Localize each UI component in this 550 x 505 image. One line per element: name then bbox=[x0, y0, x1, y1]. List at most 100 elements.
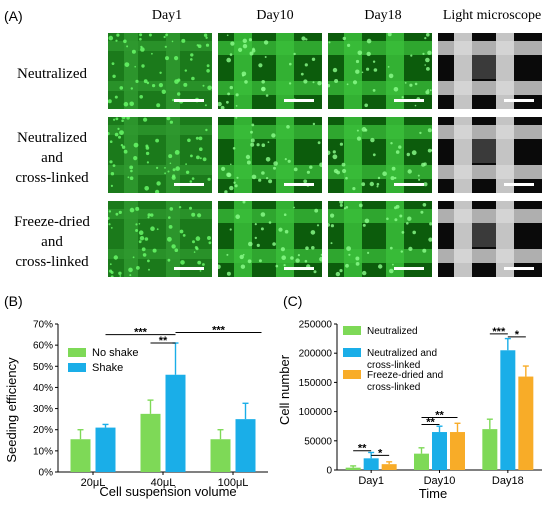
panel-c-label: (C) bbox=[283, 293, 302, 309]
cell-dot bbox=[248, 241, 253, 247]
row-label-line: and bbox=[41, 150, 63, 166]
cell-dot bbox=[205, 43, 210, 47]
row-label-neutralized-cross-linked: Neutralized and cross-linked bbox=[4, 128, 100, 188]
scale-bar bbox=[284, 99, 314, 102]
cell-dot bbox=[265, 157, 271, 162]
cell-dot bbox=[202, 157, 207, 162]
cell-dot bbox=[132, 256, 135, 259]
cell-dot bbox=[229, 85, 233, 90]
cell-dot bbox=[250, 142, 255, 147]
cell-dot bbox=[191, 76, 195, 81]
cell-dot bbox=[168, 154, 173, 159]
cell-dot bbox=[115, 212, 119, 216]
cell-dot bbox=[108, 210, 112, 213]
cell-dot bbox=[328, 84, 331, 88]
row-label-line: Freeze-dried bbox=[14, 214, 90, 230]
cell-dot bbox=[306, 170, 310, 174]
fluorescence-image bbox=[218, 117, 322, 193]
cell-dot bbox=[195, 136, 199, 140]
significance-label: *** bbox=[212, 324, 226, 336]
cell-dot bbox=[414, 82, 418, 86]
cell-dot bbox=[373, 68, 378, 72]
cell-dot bbox=[336, 170, 340, 175]
scale-bar bbox=[394, 99, 424, 102]
cell-dot bbox=[261, 171, 265, 175]
cell-dot bbox=[121, 117, 126, 120]
cell-dot bbox=[410, 54, 413, 57]
cell-dot bbox=[129, 101, 134, 107]
cell-dot bbox=[305, 246, 309, 250]
bar bbox=[363, 458, 379, 470]
cell-dot bbox=[148, 268, 150, 271]
cell-dot bbox=[126, 45, 129, 48]
legend-label: cross-linked bbox=[367, 360, 420, 371]
legend-label: Neutralized and bbox=[367, 348, 437, 359]
cell-dot bbox=[242, 201, 246, 204]
cell-dot bbox=[197, 260, 202, 265]
cell-dot bbox=[411, 150, 417, 156]
bar bbox=[500, 350, 516, 470]
chart-c: (C) Cell number Time 0 50000 100000 150000 2… bbox=[277, 293, 542, 500]
cell-dot bbox=[408, 246, 413, 251]
cell-dot bbox=[251, 123, 255, 127]
cell-dot bbox=[207, 236, 211, 240]
cell-dot bbox=[119, 130, 124, 135]
cell-dot bbox=[352, 80, 358, 85]
scale-bar bbox=[284, 183, 314, 186]
cell-dot bbox=[335, 271, 341, 277]
cell-dot bbox=[118, 271, 122, 275]
cell-dot bbox=[218, 101, 222, 107]
scaffold-strut bbox=[438, 209, 542, 223]
cell-dot bbox=[133, 142, 139, 148]
cell-dot bbox=[314, 208, 319, 213]
cell-dot bbox=[328, 150, 331, 156]
cell-dot bbox=[295, 258, 300, 263]
fluorescence-image bbox=[108, 117, 212, 193]
cell-dot bbox=[229, 228, 232, 231]
cell-dot bbox=[389, 246, 393, 250]
cell-dot bbox=[208, 241, 212, 245]
cell-dot bbox=[425, 57, 430, 63]
cell-dot bbox=[179, 229, 184, 234]
cell-dot bbox=[165, 56, 169, 61]
cell-dot bbox=[109, 269, 113, 273]
cell-dot bbox=[155, 189, 160, 193]
cell-dot bbox=[339, 269, 343, 273]
cell-dot bbox=[356, 136, 362, 141]
cell-dot bbox=[143, 117, 148, 122]
cell-dot bbox=[150, 226, 155, 231]
cell-dot bbox=[202, 84, 205, 87]
cell-dot bbox=[258, 259, 262, 263]
cell-dot bbox=[110, 172, 115, 176]
cell-dot bbox=[108, 216, 110, 220]
cell-dot bbox=[426, 33, 430, 37]
cell-dot bbox=[293, 52, 296, 56]
cell-dot bbox=[377, 176, 381, 180]
cell-dot bbox=[191, 212, 196, 217]
cell-dot bbox=[240, 264, 246, 269]
cell-dot bbox=[139, 95, 143, 99]
cell-dot bbox=[168, 216, 171, 219]
cell-dot bbox=[113, 118, 116, 121]
cell-dot bbox=[372, 153, 376, 157]
cell-dot bbox=[419, 131, 422, 135]
cell-dot bbox=[169, 162, 172, 165]
cell-dot bbox=[273, 161, 278, 166]
cell-dot bbox=[242, 44, 248, 49]
cell-dot bbox=[135, 79, 139, 83]
cell-dot bbox=[426, 67, 430, 71]
legend-swatch bbox=[343, 326, 361, 335]
cell-dot bbox=[376, 185, 379, 188]
cell-dot bbox=[159, 71, 162, 74]
cell-dot bbox=[293, 206, 295, 209]
cell-dot bbox=[121, 145, 126, 149]
cell-dot bbox=[130, 87, 133, 90]
cell-dot bbox=[234, 184, 238, 188]
cell-dot bbox=[428, 237, 432, 242]
cell-dot bbox=[303, 79, 308, 84]
cell-dot bbox=[330, 213, 335, 218]
cell-dot bbox=[244, 80, 248, 84]
cell-dot bbox=[126, 117, 130, 120]
cell-dot bbox=[187, 138, 191, 143]
cell-dot bbox=[284, 229, 289, 234]
